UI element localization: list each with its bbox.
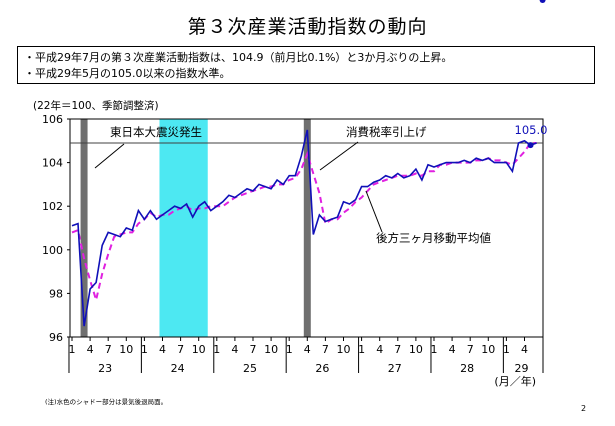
x-tick-label: 1 <box>286 343 293 356</box>
x-tick-label: 1 <box>358 343 365 356</box>
y-tick-label: 98 <box>49 287 63 300</box>
x-tick-label: 4 <box>304 343 311 356</box>
x-tick-label: 10 <box>264 343 278 356</box>
x-tick-label: 1 <box>69 343 76 356</box>
x-tick-label: 4 <box>87 343 94 356</box>
x-tick-label: 1 <box>503 343 510 356</box>
page-title: 第３次産業活動指数の動向 <box>187 16 428 38</box>
x-tick-label: 10 <box>119 343 133 356</box>
y-tick-label: 100 <box>42 244 63 257</box>
x-tick-label: 4 <box>521 343 528 356</box>
unit-label: (22年＝100、季節調整済) <box>33 100 159 112</box>
summary-box: ・平成29年7月の第３次産業活動指数は、104.9（前月比0.1%）と3か月ぶり… <box>17 46 595 84</box>
event-bar <box>80 119 88 337</box>
y-tick-label: 102 <box>42 200 63 213</box>
y-tick-label: 96 <box>49 331 63 344</box>
year-label: 25 <box>243 362 257 375</box>
x-tick-label: 1 <box>430 343 437 356</box>
series-pointer <box>365 190 383 233</box>
series-label: 後方三ヶ月移動平均値 <box>376 231 491 245</box>
summary-line: ・平成29年5月の105.0以来の指数水準。 <box>24 67 231 80</box>
page-number: 2 <box>581 404 587 413</box>
x-tick-label: 7 <box>322 343 329 356</box>
x-tick-label: 7 <box>249 343 256 356</box>
event-bar <box>303 119 311 337</box>
data-point-marker <box>539 0 546 3</box>
x-tick-label: 7 <box>105 343 112 356</box>
x-tick-label: 4 <box>231 343 238 356</box>
plot-frame <box>69 118 544 338</box>
year-label: 27 <box>388 362 402 375</box>
x-tick-label: 4 <box>376 343 383 356</box>
data-label: 105.0 <box>515 123 548 137</box>
event-pointer <box>319 141 359 171</box>
index-line <box>71 129 537 327</box>
event-label: 東日本大震災発生 <box>110 125 202 139</box>
year-label: 24 <box>171 362 185 375</box>
y-tick-label: 106 <box>42 113 63 126</box>
summary-line: ・平成29年7月の第３次産業活動指数は、104.9（前月比0.1%）と3か月ぶり… <box>24 51 453 64</box>
footnote: (注)水色のシャドー部分は景気後退局面。 <box>45 398 168 406</box>
x-tick-label: 1 <box>141 343 148 356</box>
year-label: 23 <box>98 362 112 375</box>
data-label: 104.9 <box>548 0 581 3</box>
x-tick-label: 4 <box>449 343 456 356</box>
year-label: 28 <box>460 362 474 375</box>
axis-unit-label: (月／年) <box>494 374 536 388</box>
x-tick-label: 10 <box>192 343 206 356</box>
x-tick-label: 10 <box>336 343 350 356</box>
x-tick-label: 10 <box>481 343 495 356</box>
x-tick-label: 7 <box>467 343 474 356</box>
x-tick-label: 7 <box>177 343 184 356</box>
y-tick-label: 104 <box>42 157 63 170</box>
x-tick-label: 1 <box>213 343 220 356</box>
x-tick-label: 7 <box>394 343 401 356</box>
year-label: 29 <box>514 362 528 375</box>
event-label: 消費税率引上げ <box>346 125 427 139</box>
x-tick-label: 10 <box>409 343 423 356</box>
recession-shading <box>159 119 208 337</box>
event-pointer <box>94 143 125 169</box>
data-point-marker <box>527 142 534 149</box>
year-label: 26 <box>315 362 329 375</box>
x-tick-label: 4 <box>159 343 166 356</box>
